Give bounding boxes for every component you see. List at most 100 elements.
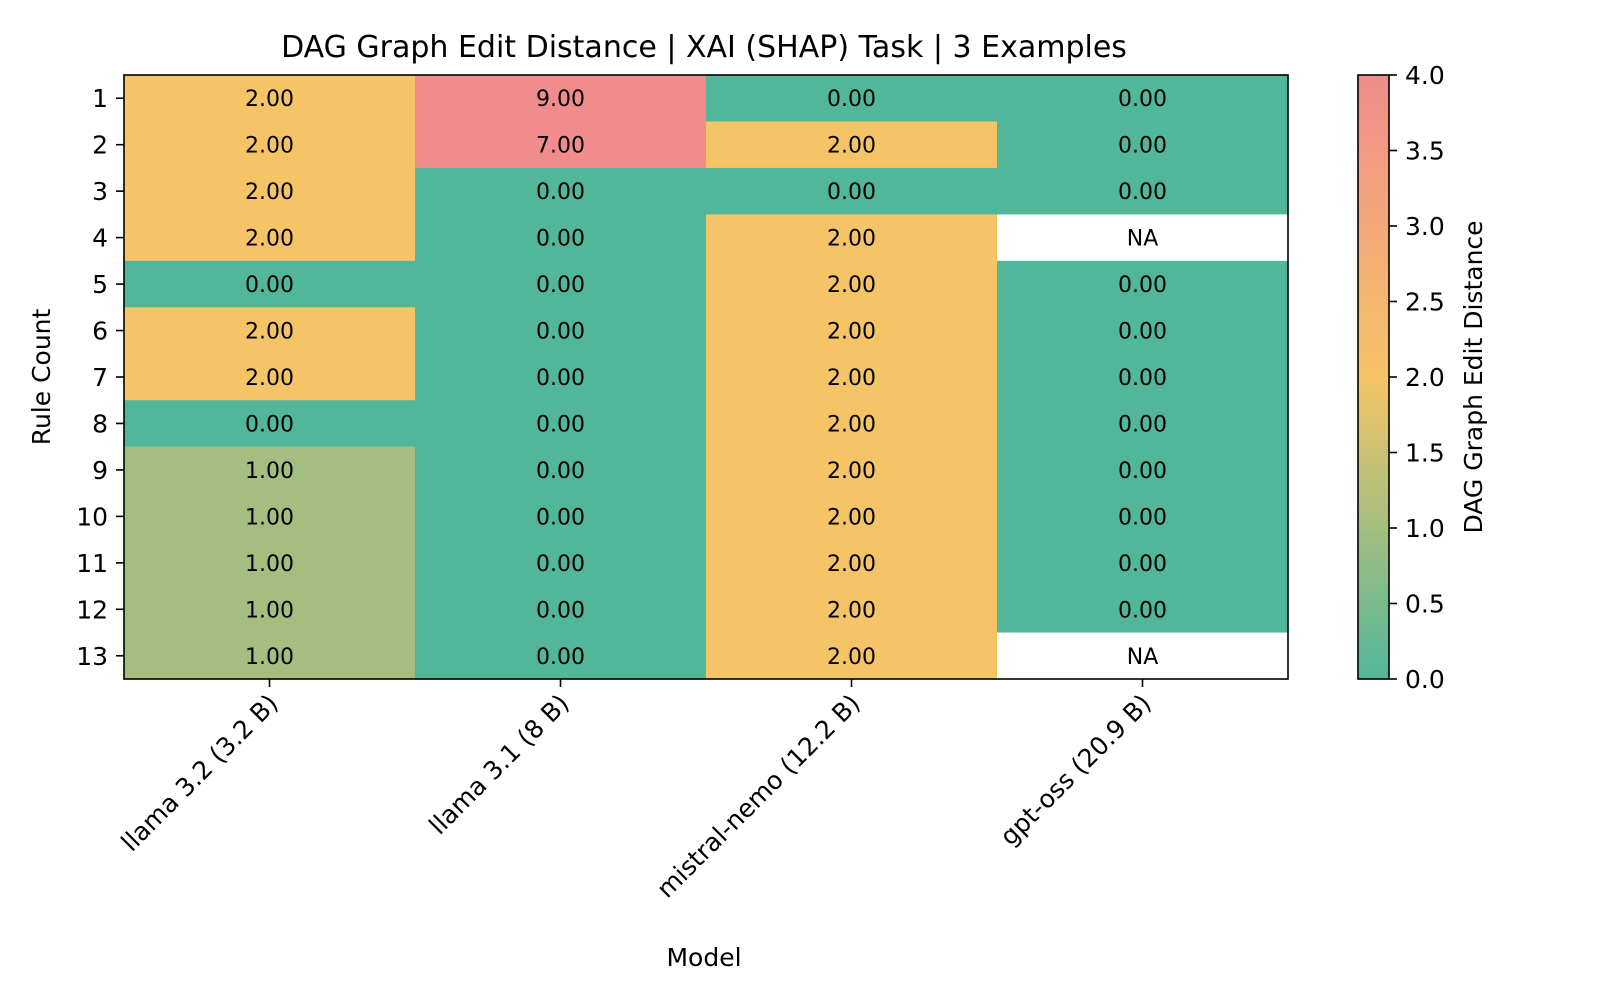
cell-value-label: 7.00 (536, 134, 585, 159)
heatmap-cell (706, 353, 998, 401)
heatmap-cell (997, 400, 1289, 448)
heatmap-cell (706, 307, 998, 355)
heatmap-cell (997, 586, 1289, 634)
x-tick-label: mistral-nemo (12.2 B) (651, 689, 866, 904)
heatmap-cell (124, 260, 416, 308)
cell-value-label: 1.00 (245, 645, 294, 670)
cell-value-label: 0.00 (827, 180, 876, 205)
colorbar-label: DAG Graph Edit Distance (1459, 220, 1488, 533)
cell-value-label: 0.00 (536, 459, 585, 484)
cell-value-label: 0.00 (536, 412, 585, 437)
heatmap-cell (415, 307, 707, 355)
heatmap-cell (706, 260, 998, 308)
heatmap-cell (124, 167, 416, 215)
colorbar-tick-label: 1.5 (1405, 439, 1445, 468)
heatmap-cell (124, 539, 416, 587)
cell-value-label: 0.00 (1118, 552, 1167, 577)
colorbar-tick-label: 3.5 (1405, 137, 1445, 166)
y-tick-label: 11 (76, 549, 108, 578)
cell-value-label: 1.00 (245, 598, 294, 623)
cell-value-label: 0.00 (1118, 320, 1167, 345)
heatmap-cell (706, 493, 998, 541)
heatmap-cell (997, 539, 1289, 587)
heatmap-cell (124, 214, 416, 262)
heatmap-cell (997, 632, 1289, 680)
y-tick-label: 10 (76, 502, 108, 531)
heatmap-cell (415, 446, 707, 494)
x-tick-label: llama 3.1 (8 B) (423, 689, 574, 840)
cell-value-label: NA (1127, 227, 1159, 252)
heatmap-cell (415, 493, 707, 541)
cell-value-label: 0.00 (536, 598, 585, 623)
x-axis-ticks: llama 3.2 (3.2 B) llama 3.1 (8 B) mistral-… (116, 679, 1157, 904)
heatmap-cell (997, 121, 1289, 169)
colorbar-tick-label: 4.0 (1405, 61, 1445, 90)
y-tick-label: 13 (76, 642, 108, 671)
cell-value-label: 0.00 (1118, 598, 1167, 623)
y-axis-label: Rule Count (27, 308, 56, 445)
cell-value-label: 0.00 (245, 412, 294, 437)
cell-value-label: 2.00 (245, 366, 294, 391)
heatmap-cell (997, 307, 1289, 355)
cell-value-label: 1.00 (245, 459, 294, 484)
heatmap-cell (124, 493, 416, 541)
cell-value-label: 0.00 (827, 87, 876, 112)
y-tick-label: 12 (76, 595, 108, 624)
heatmap-cell (124, 353, 416, 401)
heatmap-cell (997, 260, 1289, 308)
cell-value-label: 2.00 (827, 366, 876, 391)
heatmap-cell (415, 214, 707, 262)
colorbar-tick-label: 3.0 (1405, 212, 1445, 241)
cell-value-label: 0.00 (1118, 412, 1167, 437)
cell-value-label: 2.00 (827, 273, 876, 298)
cell-value-label: 0.00 (1118, 180, 1167, 205)
cell-value-label: 0.00 (245, 273, 294, 298)
y-tick-label: 9 (92, 456, 108, 485)
colorbar-tick-label: 0.0 (1405, 665, 1445, 694)
cell-value-label: 0.00 (1118, 134, 1167, 159)
heatmap-cell (706, 446, 998, 494)
cell-value-label: 1.00 (245, 505, 294, 530)
heatmap-cell (124, 586, 416, 634)
heatmap-cell (124, 632, 416, 680)
heatmap-cell (997, 493, 1289, 541)
heatmap-cell (124, 75, 416, 123)
colorbar-tick-label: 2.0 (1405, 363, 1445, 392)
cell-value-label: 0.00 (1118, 273, 1167, 298)
chart-title: DAG Graph Edit Distance | XAI (SHAP) Tas… (281, 30, 1127, 65)
cell-value-label: 2.00 (245, 87, 294, 112)
cell-value-label: 2.00 (827, 505, 876, 530)
cell-value-label: NA (1127, 645, 1159, 670)
cell-value-label: 2.00 (245, 320, 294, 345)
heatmap-cell (997, 214, 1289, 262)
heatmap-cell (706, 121, 998, 169)
cell-value-label: 2.00 (827, 320, 876, 345)
heatmap-cell (997, 353, 1289, 401)
cell-value-label: 0.00 (1118, 459, 1167, 484)
cell-value-label: 2.00 (827, 645, 876, 670)
x-axis-label: Model (666, 943, 741, 972)
heatmap-cell (415, 121, 707, 169)
colorbar-tick-label: 2.5 (1405, 288, 1445, 317)
cell-value-label: 0.00 (536, 273, 585, 298)
heatmap-cell (415, 260, 707, 308)
cell-value-label: 2.00 (827, 598, 876, 623)
cell-value-label: 9.00 (536, 87, 585, 112)
y-tick-label: 6 (92, 317, 108, 346)
heatmap-cell (997, 75, 1289, 123)
y-tick-label: 7 (92, 363, 108, 392)
heatmap-cell (706, 400, 998, 448)
heatmap-cell (706, 167, 998, 215)
cell-value-label: 2.00 (245, 227, 294, 252)
y-tick-label: 5 (92, 270, 108, 299)
heatmap-cell (415, 586, 707, 634)
cell-value-label: 0.00 (536, 227, 585, 252)
colorbar-tick-label: 1.0 (1405, 514, 1445, 543)
heatmap-cell (706, 586, 998, 634)
cell-value-label: 2.00 (827, 412, 876, 437)
heatmap-cell (124, 307, 416, 355)
heatmap-cell (415, 539, 707, 587)
cell-value-label: 2.00 (245, 180, 294, 205)
